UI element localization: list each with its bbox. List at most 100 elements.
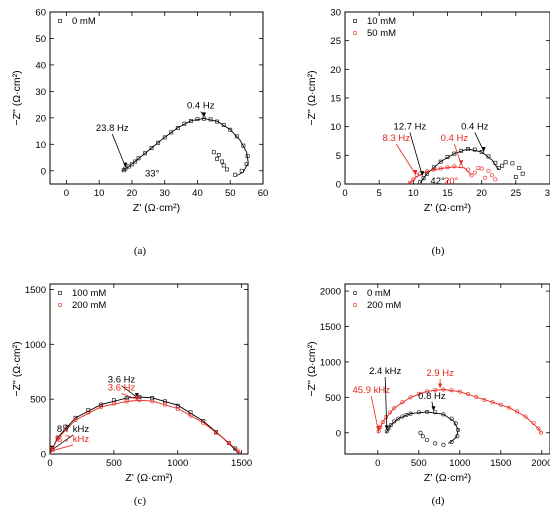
y-tick-label: 0 <box>336 428 341 439</box>
panel-c: 0 500 1000 1500 0 500 1000 1500 Z' (Ω·cm²) −Z'' (… <box>11 283 252 507</box>
plot-area <box>121 116 250 177</box>
data-point <box>520 171 525 176</box>
x-tick-label: 30 <box>545 188 550 199</box>
annotation-pointer <box>51 434 74 451</box>
data-point <box>479 166 484 171</box>
data-point <box>63 426 68 431</box>
fit-line-10-mM <box>419 148 500 184</box>
x-tick-label: 1500 <box>490 458 511 469</box>
x-tick-label: 1000 <box>449 458 470 469</box>
data-point <box>453 421 458 426</box>
data-point <box>483 175 488 180</box>
y-tick-label: 10 <box>330 122 341 133</box>
x-tick-label: 20 <box>476 188 487 199</box>
data-point <box>479 149 484 154</box>
data-point <box>388 422 393 427</box>
data-point <box>420 434 425 439</box>
data-point <box>445 155 450 159</box>
data-point <box>124 399 129 404</box>
data-point <box>226 441 231 446</box>
annotation-arrowhead <box>202 112 207 118</box>
y-tick-label: 2000 <box>320 287 341 298</box>
data-point <box>449 416 454 421</box>
data-point <box>214 431 219 436</box>
data-point <box>441 387 446 392</box>
data-point <box>162 402 167 407</box>
y-axis-title: −Z'' (Ω·cm²) <box>11 341 23 396</box>
data-point <box>220 159 224 164</box>
data-point <box>245 154 250 159</box>
x-tick-label: 30 <box>159 188 170 199</box>
plot-area <box>50 395 242 454</box>
annotation-label: 20° <box>444 176 459 187</box>
y-tick-label: 1500 <box>320 322 341 333</box>
y-tick-label: 500 <box>30 395 46 406</box>
data-point <box>425 171 429 176</box>
data-point <box>233 446 238 451</box>
x-tick-label: 0 <box>47 458 52 469</box>
data-point <box>404 413 409 418</box>
y-tick-label: 5 <box>336 151 341 162</box>
data-point <box>216 152 221 157</box>
y-tick-label: 15 <box>330 94 341 105</box>
annotation-arrowhead <box>123 162 128 168</box>
annotation-pointer <box>395 143 416 175</box>
panel-caption: (b) <box>432 245 445 257</box>
x-tick-label: 25 <box>511 188 522 199</box>
legend-label: 0 mM <box>367 288 391 299</box>
y-tick-label: 0 <box>336 180 341 191</box>
x-tick-label: 20 <box>127 188 138 199</box>
annotation-pointer <box>409 132 423 176</box>
data-point <box>400 400 405 405</box>
data-point <box>63 424 68 429</box>
y-axis-title: −Z'' (Ω·cm²) <box>306 341 318 396</box>
annotation-pointer <box>370 396 379 431</box>
x-tick-label: 0 <box>342 188 347 199</box>
data-point <box>162 135 167 140</box>
plot-area <box>407 147 525 184</box>
y-tick-label: 0 <box>41 450 46 461</box>
data-point <box>421 176 426 181</box>
data-point <box>493 160 498 165</box>
legend-marker <box>352 302 357 307</box>
data-point <box>515 409 520 414</box>
data-point <box>55 436 60 441</box>
annotation-arrowhead <box>413 169 418 175</box>
data-point <box>503 160 508 165</box>
annotation-pointer <box>51 444 74 452</box>
legend-marker <box>58 291 62 295</box>
plot-area <box>376 387 543 447</box>
legend-label: 10 mM <box>367 16 396 27</box>
legend-marker <box>57 302 62 307</box>
annotation-label: 2.9 Hz <box>426 368 454 379</box>
legend-label: 50 mM <box>367 28 396 39</box>
annotation-arrowhead <box>49 446 54 452</box>
plot-frame <box>344 283 550 455</box>
annotation-pointer <box>121 385 138 398</box>
data-point <box>486 168 491 173</box>
data-point <box>73 415 78 420</box>
data-point <box>424 169 429 174</box>
legend-label: 0 mM <box>72 16 96 27</box>
data-point <box>433 387 438 392</box>
data-point <box>489 173 494 178</box>
data-point <box>195 117 200 122</box>
data-point <box>424 437 429 442</box>
data-point <box>418 430 423 435</box>
data-point <box>407 180 412 184</box>
data-point <box>472 147 477 152</box>
data-point <box>86 408 91 413</box>
data-point <box>201 421 206 426</box>
x-tick-label: 5 <box>377 188 382 199</box>
data-point <box>500 163 505 168</box>
y-tick-label: 60 <box>35 8 46 19</box>
y-tick-label: 30 <box>35 87 46 98</box>
x-tick-label: 15 <box>442 188 453 199</box>
data-point <box>111 401 116 406</box>
panel-a: 0 10 20 30 40 50 60 0 10 20 30 40 50 60 Z' (Ω·cm²) −Z''… <box>11 8 268 258</box>
data-point <box>182 121 187 126</box>
data-point <box>126 164 131 169</box>
panel-d: 0 500 1000 1500 2000 0 500 1000 1500 2000 Z' (Ω·cm… <box>306 283 550 507</box>
data-point <box>156 140 161 145</box>
